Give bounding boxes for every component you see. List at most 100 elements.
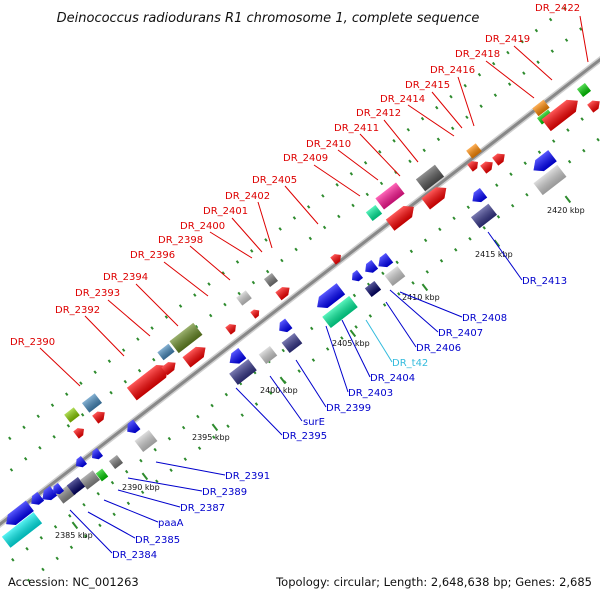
gene-feature[interactable] bbox=[322, 296, 358, 328]
gene-feature[interactable] bbox=[229, 359, 257, 385]
gene-label-DR_2406[interactable]: DR_2406 bbox=[416, 343, 461, 354]
gene-label-DR_2398[interactable]: DR_2398 bbox=[158, 235, 203, 246]
gene-feature[interactable] bbox=[50, 482, 65, 497]
gene-feature[interactable] bbox=[375, 182, 405, 210]
gene-feature[interactable] bbox=[126, 360, 173, 401]
gene-feature[interactable] bbox=[330, 251, 343, 265]
gene-feature[interactable] bbox=[281, 332, 303, 354]
leader-line bbox=[385, 301, 417, 348]
gene-feature[interactable] bbox=[250, 307, 261, 319]
gene-label-DR_2411[interactable]: DR_2411 bbox=[334, 123, 379, 134]
gene-label-DR_2390[interactable]: DR_2390 bbox=[10, 337, 55, 348]
leader-line bbox=[579, 15, 589, 63]
gene-feature[interactable] bbox=[157, 343, 175, 361]
gene-feature[interactable] bbox=[225, 321, 238, 335]
gene-feature[interactable] bbox=[161, 359, 178, 376]
gene-feature[interactable] bbox=[95, 468, 109, 482]
gene-label-DR_t42[interactable]: DR_t42 bbox=[392, 358, 428, 369]
gene-label-DR_2418[interactable]: DR_2418 bbox=[455, 49, 500, 60]
gene-label-DR_2394[interactable]: DR_2394 bbox=[103, 272, 148, 283]
gene-feature[interactable] bbox=[533, 164, 567, 196]
gene-feature[interactable] bbox=[587, 97, 600, 113]
gene-label-DR_2404[interactable]: DR_2404 bbox=[370, 373, 415, 384]
gene-feature[interactable] bbox=[421, 183, 450, 210]
gene-feature[interactable] bbox=[365, 204, 383, 222]
gene-feature[interactable] bbox=[80, 470, 100, 490]
gene-feature[interactable] bbox=[73, 425, 86, 439]
gene-label-DR_2401[interactable]: DR_2401 bbox=[203, 206, 248, 217]
leader-line bbox=[155, 461, 226, 476]
gene-label-DR_2402[interactable]: DR_2402 bbox=[225, 191, 270, 202]
gene-feature[interactable] bbox=[529, 150, 557, 176]
gene-feature[interactable] bbox=[384, 265, 406, 287]
gene-label-DR_2409[interactable]: DR_2409 bbox=[283, 153, 328, 164]
gene-feature[interactable] bbox=[541, 95, 583, 132]
gene-feature[interactable] bbox=[28, 491, 45, 508]
leader-line bbox=[69, 509, 113, 554]
gene-feature[interactable] bbox=[108, 454, 124, 470]
gene-feature[interactable] bbox=[415, 164, 445, 192]
gene-feature[interactable] bbox=[576, 82, 592, 98]
gene-feature[interactable] bbox=[362, 259, 379, 276]
gene-feature[interactable] bbox=[275, 284, 292, 301]
gene-feature[interactable] bbox=[258, 345, 278, 365]
gene-label-DR_2384[interactable]: DR_2384 bbox=[112, 550, 157, 561]
gene-feature[interactable] bbox=[66, 476, 86, 496]
gene-feature[interactable] bbox=[466, 143, 482, 159]
gene-features bbox=[1, 82, 600, 548]
gene-feature[interactable] bbox=[467, 158, 480, 172]
gene-feature[interactable] bbox=[492, 150, 508, 166]
gene-feature[interactable] bbox=[73, 455, 88, 470]
gene-feature[interactable] bbox=[1, 512, 43, 548]
gene-feature[interactable] bbox=[124, 419, 141, 437]
gene-feature[interactable] bbox=[385, 201, 418, 231]
gene-label-DR_2389[interactable]: DR_2389 bbox=[202, 487, 247, 498]
gene-feature[interactable] bbox=[532, 99, 550, 117]
gene-label-DR_2422[interactable]: DR_2422 bbox=[535, 3, 580, 14]
gene-feature[interactable] bbox=[469, 187, 488, 206]
gene-feature[interactable] bbox=[92, 408, 108, 424]
gene-label-DR_2403[interactable]: DR_2403 bbox=[348, 388, 393, 399]
gene-feature[interactable] bbox=[276, 318, 293, 336]
gene-feature[interactable] bbox=[2, 500, 34, 530]
gene-label-DR_2414[interactable]: DR_2414 bbox=[380, 94, 425, 105]
label-leaders bbox=[39, 15, 589, 554]
gene-feature[interactable] bbox=[364, 280, 382, 298]
gene-feature[interactable] bbox=[182, 343, 210, 368]
gene-label-DR_2400[interactable]: DR_2400 bbox=[180, 221, 225, 232]
gene-label-DR_2408[interactable]: DR_2408 bbox=[462, 313, 507, 324]
gene-feature[interactable] bbox=[375, 252, 394, 271]
gene-label-DR_2405[interactable]: DR_2405 bbox=[252, 175, 297, 186]
gene-label-DR_2393[interactable]: DR_2393 bbox=[75, 288, 120, 299]
gene-label-DR_2416[interactable]: DR_2416 bbox=[430, 65, 475, 76]
gene-feature[interactable] bbox=[263, 272, 279, 288]
gene-feature[interactable] bbox=[134, 429, 158, 453]
gene-label-DR_2387[interactable]: DR_2387 bbox=[180, 503, 225, 514]
gene-label-DR_2415[interactable]: DR_2415 bbox=[405, 80, 450, 91]
gene-feature[interactable] bbox=[349, 269, 364, 284]
gene-label-DR_2392[interactable]: DR_2392 bbox=[55, 305, 100, 316]
gene-feature[interactable] bbox=[226, 347, 247, 368]
gene-label-DR_2413[interactable]: DR_2413 bbox=[522, 276, 567, 287]
gene-label-DR_2391[interactable]: DR_2391 bbox=[225, 471, 270, 482]
gene-label-DR_2395[interactable]: DR_2395 bbox=[282, 431, 327, 442]
gene-label-DR_2407[interactable]: DR_2407 bbox=[438, 328, 483, 339]
gene-feature[interactable] bbox=[480, 158, 496, 174]
gene-feature[interactable] bbox=[39, 485, 58, 504]
gene-feature[interactable] bbox=[471, 203, 497, 229]
gene-feature[interactable] bbox=[169, 322, 203, 354]
gene-label-paaA[interactable]: paaA bbox=[158, 518, 184, 529]
gene-label-DR_2419[interactable]: DR_2419 bbox=[485, 34, 530, 45]
leader-line bbox=[325, 325, 349, 393]
gene-feature[interactable] bbox=[313, 283, 346, 312]
gene-label-DR_2396[interactable]: DR_2396 bbox=[130, 250, 175, 261]
gene-label-DR_2399[interactable]: DR_2399 bbox=[326, 403, 371, 414]
gene-label-DR_2410[interactable]: DR_2410 bbox=[306, 139, 351, 150]
gene-feature[interactable] bbox=[236, 290, 252, 306]
gene-label-DR_2412[interactable]: DR_2412 bbox=[356, 108, 401, 119]
gene-feature[interactable] bbox=[89, 447, 104, 462]
gene-label-DR_2385[interactable]: DR_2385 bbox=[135, 535, 180, 546]
gene-feature[interactable] bbox=[82, 393, 102, 413]
gene-feature[interactable] bbox=[64, 407, 80, 423]
gene-label-surE[interactable]: surE bbox=[303, 417, 325, 428]
